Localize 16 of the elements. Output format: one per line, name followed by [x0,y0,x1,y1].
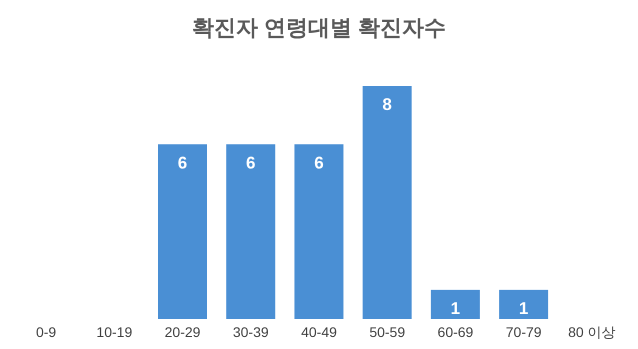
x-tick-label: 30-39 [232,324,269,340]
data-label: 6 [246,153,256,172]
data-label: 6 [178,153,188,172]
x-tick-label: 20-29 [164,324,201,340]
x-tick-label: 80 이상 [568,324,616,340]
data-label: 1 [450,298,460,318]
x-tick-label: 60-69 [438,324,474,340]
x-tick-label: 10-19 [96,324,132,340]
data-label: 8 [382,95,392,114]
data-label: 1 [518,298,528,318]
x-tick-label: 0-9 [36,324,56,340]
chart-title: 확진자 연령대별 확진자수 [190,14,448,42]
x-tick-label: 40-49 [301,324,338,340]
x-tick-label: 70-79 [506,324,542,340]
x-tick-label: 50-59 [369,324,406,340]
data-label: 6 [314,153,324,172]
